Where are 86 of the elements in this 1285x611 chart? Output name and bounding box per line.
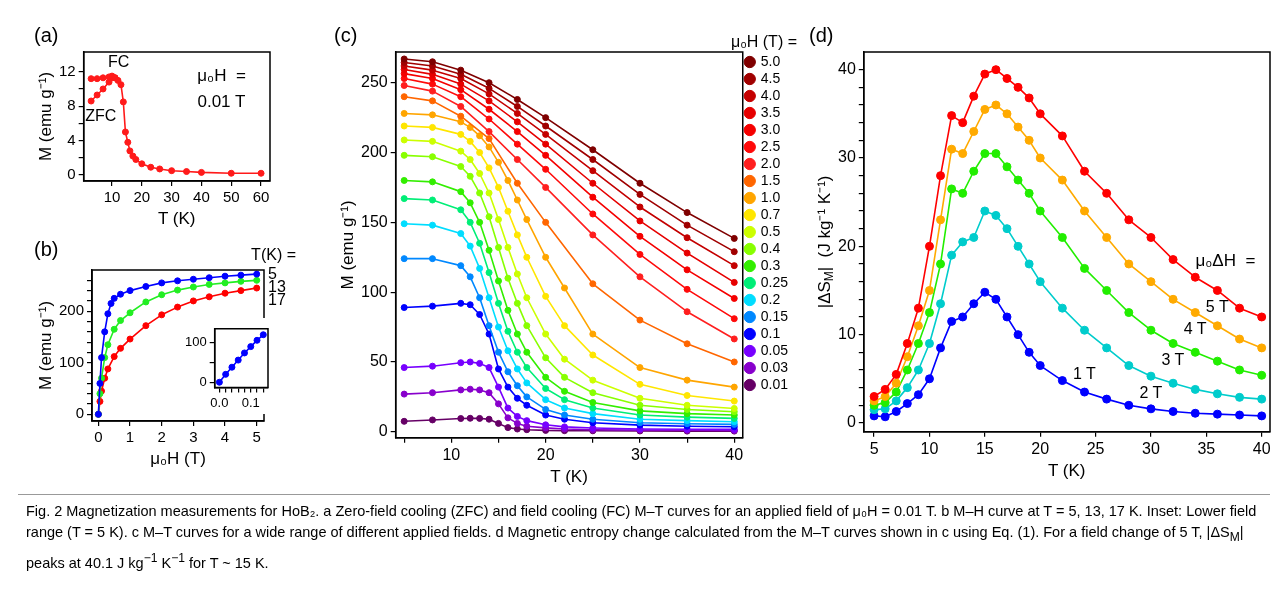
x-tick-label: 4 <box>220 428 230 446</box>
legend-label: 0.3 <box>760 256 781 273</box>
x-tick-label: 5 <box>869 439 879 457</box>
y-tick-label: 250 <box>360 73 388 91</box>
x-tick-label: 50 <box>222 188 240 206</box>
legend-label: 2.5 <box>760 137 781 154</box>
x-tick-label: 15 <box>975 439 994 457</box>
x-tick-label: 0 <box>94 428 103 446</box>
y-tick-label: 0 <box>67 165 76 183</box>
x-tick-label: 10 <box>442 445 461 463</box>
legend-label: 2.0 <box>760 154 781 171</box>
x-tick-label: 5 <box>252 428 261 446</box>
y-tick-label: 30 <box>838 148 856 166</box>
legend-label: 3.5 <box>760 103 781 120</box>
y-tick-label: 150 <box>360 212 388 230</box>
x-tick-label: 20 <box>536 445 555 463</box>
x-tick-label: 60 <box>252 188 270 206</box>
series-label: 1 T <box>1072 365 1096 383</box>
annotation: 0.01 T <box>197 91 246 111</box>
legend-label: 4.5 <box>760 69 781 86</box>
y-tick-label: 200 <box>59 301 85 319</box>
legend-label: 0.5 <box>760 222 781 239</box>
series-label: 4 T <box>1183 319 1207 337</box>
legend-label: 0.1 <box>760 324 781 341</box>
x-tick-label: 25 <box>1086 439 1105 457</box>
y-axis-title: M (emu g⁻¹) <box>337 200 357 290</box>
y-tick-label: 40 <box>838 60 856 78</box>
legend-label: 4.0 <box>760 86 781 103</box>
legend-label: 0.05 <box>760 341 789 358</box>
x-axis-title: T (K) <box>550 466 588 486</box>
chart-title: (b) <box>34 237 59 260</box>
x-tick-label: 1 <box>125 428 135 446</box>
legend-label: 5.0 <box>760 52 781 69</box>
annotation: μ₀H = <box>197 65 246 85</box>
legend-label: 0.01 <box>760 375 789 392</box>
chart-title: (d) <box>809 23 834 46</box>
legend-label: 0.03 <box>760 358 789 375</box>
legend-label: 0.15 <box>760 307 789 324</box>
legend-title: μ₀H (T) = <box>730 33 797 51</box>
y-tick-label: 12 <box>59 61 76 79</box>
x-axis-title: T (K) <box>157 208 196 228</box>
y-axis-title: M (emu g⁻¹) <box>35 71 55 162</box>
y-axis-title: |ΔSM| (J kg⁻¹ K⁻¹) <box>814 175 837 309</box>
x-tick-label: 40 <box>725 445 744 463</box>
legend-label: 0.4 <box>760 239 781 256</box>
y-tick-label: 100 <box>59 352 85 370</box>
x-tick-label: 0.0 <box>210 394 229 410</box>
y-tick-label: 4 <box>67 130 76 148</box>
legend-title: μ₀ΔH = <box>1195 251 1256 271</box>
text: Fig. 2 Magnetization measurements for HoB₂. a Zero-field cooling (ZFC) and field cooling (FC) M–T curves for an applied field of μ₀H = 0.01 T. b M–H curve at T = 5, 13, 17 K. Inset: Lower field range (T = 5 K). c M–T curves for a wide range of different applied fields. d Magnetic entropy change calculated from the M–T curves shown in c using Eq. (1). For a field change of 5 T, |ΔS$_{M}$| peaks at 40.1 J kg$^{−1}$ K$^{−1}$ for T ~ 15 K. <box>26 503 1257 571</box>
series-label: 2 T <box>1139 383 1163 401</box>
series-label: 3 T <box>1161 350 1185 368</box>
y-tick-label: 8 <box>67 96 76 114</box>
legend-label: 0.7 <box>760 205 781 222</box>
y-tick-label: 100 <box>360 282 388 300</box>
chart-title: (c) <box>334 23 358 46</box>
series-label: ZFC <box>85 107 117 125</box>
x-tick-label: 20 <box>133 188 151 206</box>
x-tick-label: 40 <box>1252 439 1271 457</box>
x-axis-title: μ₀H (T) <box>150 448 206 468</box>
x-axis-title: T (K) <box>1048 460 1086 480</box>
legend-title: T(K) = <box>251 246 296 264</box>
legend-label: 1.0 <box>760 188 781 205</box>
y-tick-label: 100 <box>184 334 207 350</box>
x-tick-label: 2 <box>157 428 166 446</box>
y-tick-label: 50 <box>369 352 388 370</box>
x-tick-label: 30 <box>163 188 180 206</box>
y-tick-label: 0 <box>846 413 856 431</box>
series-label: FC <box>108 53 130 71</box>
x-tick-label: 3 <box>189 428 198 446</box>
y-tick-label: 200 <box>360 142 388 160</box>
x-tick-label: 10 <box>103 188 121 206</box>
y-axis-title: M (emu g⁻¹) <box>35 300 55 391</box>
chart-title: (a) <box>34 23 59 46</box>
legend-label: 0.2 <box>760 290 781 307</box>
x-tick-label: 35 <box>1197 439 1216 457</box>
series-label: 5 T <box>1205 297 1229 315</box>
x-tick-label: 10 <box>920 439 939 457</box>
x-tick-label: 30 <box>1142 439 1160 457</box>
legend-label: 1.5 <box>760 171 781 188</box>
legend-label: 3.0 <box>760 120 781 137</box>
x-tick-label: 30 <box>631 445 649 463</box>
y-tick-label: 10 <box>838 325 856 343</box>
x-tick-label: 20 <box>1031 439 1050 457</box>
legend-label: 0.25 <box>760 273 789 290</box>
y-tick-label: 20 <box>838 236 856 254</box>
